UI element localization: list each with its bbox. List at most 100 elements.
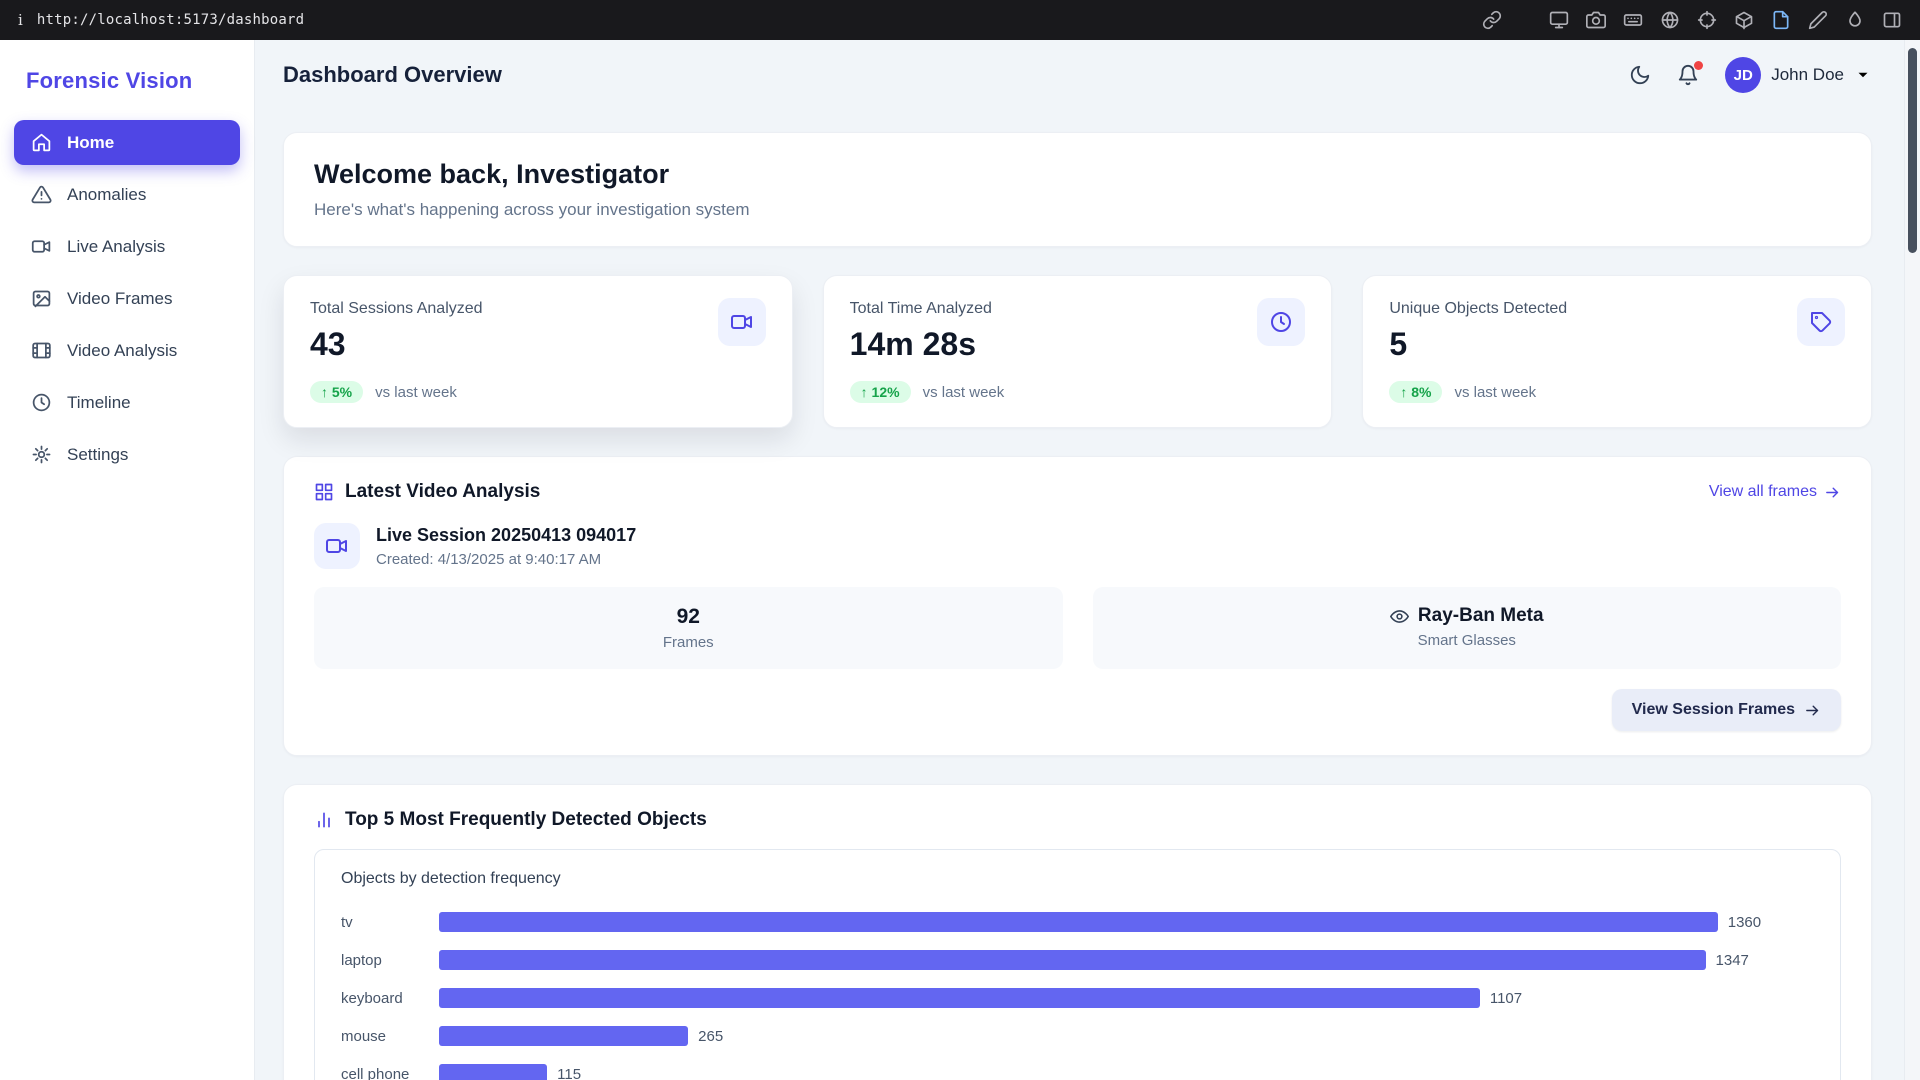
- video-camera-icon: [314, 523, 360, 569]
- monitor-icon[interactable]: [1549, 10, 1569, 30]
- chart-subtitle: Objects by detection frequency: [341, 870, 561, 887]
- globe-icon[interactable]: [1660, 10, 1680, 30]
- video-icon: [31, 236, 52, 257]
- keyboard-icon[interactable]: [1623, 10, 1643, 30]
- stat-value: 5: [1389, 326, 1408, 362]
- frames-panel: 92 Frames: [314, 587, 1063, 669]
- chart-title: Top 5 Most Frequently Detected Objects: [345, 809, 707, 830]
- dashboard-content: Welcome back, Investigator Here's what's…: [255, 110, 1920, 1080]
- clock-icon: [1257, 298, 1306, 346]
- link-icon[interactable]: [1482, 10, 1502, 30]
- latest-analysis-header: Latest Video Analysis View all frames: [314, 481, 1841, 503]
- panel-icon[interactable]: [1882, 10, 1902, 30]
- stat-card: Total Time Analyzed 14m 28s ↑ 12% vs last w…: [822, 275, 1333, 428]
- device-type: Smart Glasses: [1417, 632, 1516, 649]
- chart-category-label: tv: [341, 913, 353, 931]
- bar-chart: Objects by detection frequency tv 1360 lap…: [314, 849, 1841, 1080]
- film-icon: [31, 340, 52, 361]
- stat-value: 14m 28s: [849, 326, 976, 362]
- sidebar: Forensic Vision Home Anomalies Live Analys…: [0, 40, 255, 1080]
- session-title: Live Session 20250413 094017: [376, 524, 637, 545]
- delta-note: vs last week: [922, 383, 1005, 401]
- notifications-button[interactable]: [1677, 61, 1704, 87]
- chart-bar: [439, 912, 1718, 932]
- chart-value-label: 1107: [1489, 989, 1523, 1007]
- stat-label: Unique Objects Detected: [1389, 300, 1568, 317]
- package-icon[interactable]: [1734, 10, 1754, 30]
- app-logo: Forensic Vision: [26, 68, 193, 93]
- chart-category-label: cell phone: [341, 1065, 410, 1080]
- chart-bar: [439, 950, 1706, 970]
- eye-icon: [1389, 607, 1409, 626]
- home-icon: [31, 132, 52, 153]
- top-objects-header: Top 5 Most Frequently Detected Objects: [314, 809, 1841, 831]
- sidebar-item-label: Timeline: [67, 392, 131, 412]
- sidebar-item-label: Video Analysis: [67, 340, 178, 360]
- chart-row: laptop 1347: [341, 950, 1814, 970]
- crosshair-icon[interactable]: [1697, 10, 1717, 30]
- page-title: Dashboard Overview: [283, 62, 502, 87]
- view-all-frames-link[interactable]: View all frames: [1709, 483, 1841, 501]
- top-objects-card: Top 5 Most Frequently Detected Objects O…: [283, 784, 1872, 1080]
- frames-label: Frames: [662, 634, 714, 651]
- session-row: Live Session 20250413 094017 Created: 4/…: [314, 523, 1841, 569]
- sidebar-item-label: Settings: [67, 444, 129, 464]
- chart-value-label: 115: [557, 1065, 582, 1080]
- view-session-frames-button[interactable]: View Session Frames: [1611, 689, 1841, 731]
- chart-bar: [439, 988, 1480, 1008]
- chart-row: mouse 265: [341, 1026, 1814, 1046]
- sidebar-item-settings[interactable]: Settings: [14, 432, 240, 477]
- sidebar-item-live-analysis[interactable]: Live Analysis: [14, 224, 240, 269]
- stat-card: Total Sessions Analyzed 43 ↑ 5% vs last wee…: [283, 275, 793, 428]
- edit-icon[interactable]: [1808, 10, 1828, 30]
- browser-toolbar: [1482, 10, 1902, 30]
- bell-icon: [1677, 64, 1699, 86]
- device-panel: Ray-Ban Meta Smart Glasses: [1092, 587, 1841, 669]
- device-name: Ray-Ban Meta: [1417, 605, 1544, 626]
- user-menu[interactable]: JD John Doe: [1725, 57, 1872, 93]
- moon-icon: [1629, 64, 1651, 86]
- chevron-down-icon: [1854, 66, 1872, 84]
- delta-badge: ↑ 8%: [1389, 381, 1443, 403]
- chart-row: tv 1360: [341, 912, 1814, 932]
- welcome-card: Welcome back, Investigator Here's what's…: [283, 132, 1872, 247]
- stat-value: 43: [310, 326, 346, 362]
- sidebar-item-timeline[interactable]: Timeline: [14, 380, 240, 425]
- video-icon: [717, 298, 766, 346]
- arrow-right-icon: [1824, 484, 1841, 501]
- chart-category-label: mouse: [341, 1027, 387, 1045]
- dark-mode-toggle[interactable]: [1629, 63, 1653, 87]
- tag-icon: [1796, 298, 1845, 346]
- sidebar-item-home[interactable]: Home: [14, 120, 240, 165]
- scrollbar-thumb[interactable]: [1908, 48, 1917, 253]
- sidebar-item-anomalies[interactable]: Anomalies: [14, 172, 240, 217]
- delta-badge: ↑ 12%: [849, 381, 911, 403]
- sidebar-item-video-analysis[interactable]: Video Analysis: [14, 328, 240, 373]
- welcome-title: Welcome back, Investigator: [314, 159, 670, 189]
- welcome-subtitle: Here's what's happening across your inve…: [314, 200, 750, 219]
- sidebar-item-video-frames[interactable]: Video Frames: [14, 276, 240, 321]
- section-title: Latest Video Analysis: [345, 481, 541, 502]
- browser-topbar: i http://localhost:5173/dashboard: [0, 0, 1920, 40]
- droplet-icon[interactable]: [1845, 10, 1865, 30]
- url-bar[interactable]: http://localhost:5173/dashboard: [36, 12, 305, 28]
- sidebar-item-label: Home: [67, 132, 115, 152]
- file-icon[interactable]: [1771, 10, 1791, 30]
- user-name: John Doe: [1771, 65, 1844, 84]
- notification-dot: [1694, 61, 1704, 70]
- chart-bar: [439, 1064, 548, 1080]
- chart-bar: [439, 1026, 689, 1046]
- chart-rows: tv 1360 laptop 1347 keyboard 1107 mouse 265 cell…: [341, 912, 1814, 1080]
- sidebar-item-label: Live Analysis: [67, 236, 166, 256]
- bar-chart-icon: [314, 810, 334, 830]
- warning-icon: [31, 184, 52, 205]
- page-header: Dashboard Overview JD John Doe: [255, 40, 1920, 110]
- scrollbar[interactable]: [1904, 40, 1920, 1080]
- arrow-right-icon: [1804, 702, 1821, 719]
- chart-value-label: 265: [698, 1027, 724, 1045]
- stat-card: Unique Objects Detected 5 ↑ 8% vs last week: [1362, 275, 1872, 428]
- camera-icon[interactable]: [1586, 10, 1606, 30]
- stat-label: Total Time Analyzed: [849, 300, 992, 317]
- grid-icon: [314, 482, 334, 502]
- main-area: Dashboard Overview JD John Doe Wel: [255, 40, 1920, 1080]
